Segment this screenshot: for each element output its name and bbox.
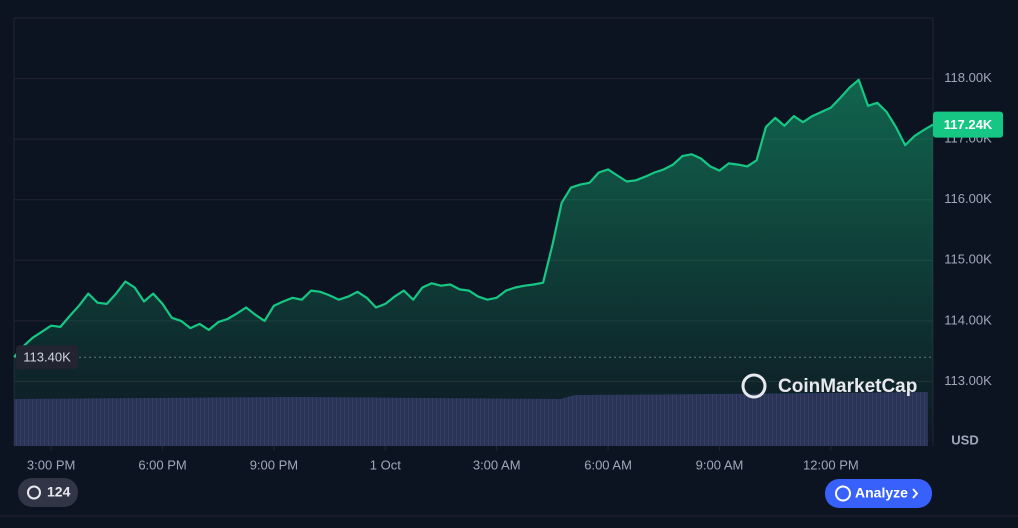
y-tick-label: 114.00K xyxy=(944,312,992,327)
price-line xyxy=(13,78,934,358)
analyze-label[interactable]: Analyze xyxy=(855,485,908,501)
watermark: CoinMarketCap xyxy=(741,373,917,399)
plot: 113.40K xyxy=(13,78,934,443)
chevron xyxy=(912,488,919,499)
history-count[interactable]: 124 xyxy=(47,484,71,500)
y-tick-label: 115.00K xyxy=(944,252,992,267)
watermark-text: CoinMarketCap xyxy=(778,376,917,397)
y-tick-label: 113.00K xyxy=(944,373,992,388)
unit-label: USD xyxy=(951,432,978,447)
history-button[interactable]: 124 xyxy=(18,478,78,507)
price-area xyxy=(14,79,933,443)
volume-band xyxy=(14,392,928,446)
analyze-pill[interactable] xyxy=(825,479,932,508)
last-price-badge xyxy=(933,111,1003,138)
x-tick-label: 6:00 PM xyxy=(138,457,186,472)
last-price-label: 117.24K xyxy=(944,117,993,132)
analyze-button[interactable]: Analyze xyxy=(825,479,932,508)
reference-badge xyxy=(16,345,78,370)
x-tick-label: 1 Oct xyxy=(370,457,401,472)
analyze-icon xyxy=(835,485,851,502)
x-tick-label: 3:00 AM xyxy=(473,457,521,472)
x-tick-label: 6:00 AM xyxy=(584,457,632,472)
x-tick-label: 9:00 AM xyxy=(696,457,744,472)
y-tick-label: 118.00K xyxy=(944,70,992,85)
x-tick-label: 9:00 PM xyxy=(250,457,298,472)
x-tick-label: 12:00 PM xyxy=(803,457,859,472)
history-icon xyxy=(27,485,41,500)
axis: 113.00K114.00K115.00K116.00K117.00K118.0… xyxy=(27,70,1003,472)
y-tick-label: 116.00K xyxy=(944,191,992,206)
x-tick-label: 3:00 PM xyxy=(27,457,75,472)
history-pill[interactable] xyxy=(18,478,78,507)
reference-label: 113.40K xyxy=(23,350,71,365)
